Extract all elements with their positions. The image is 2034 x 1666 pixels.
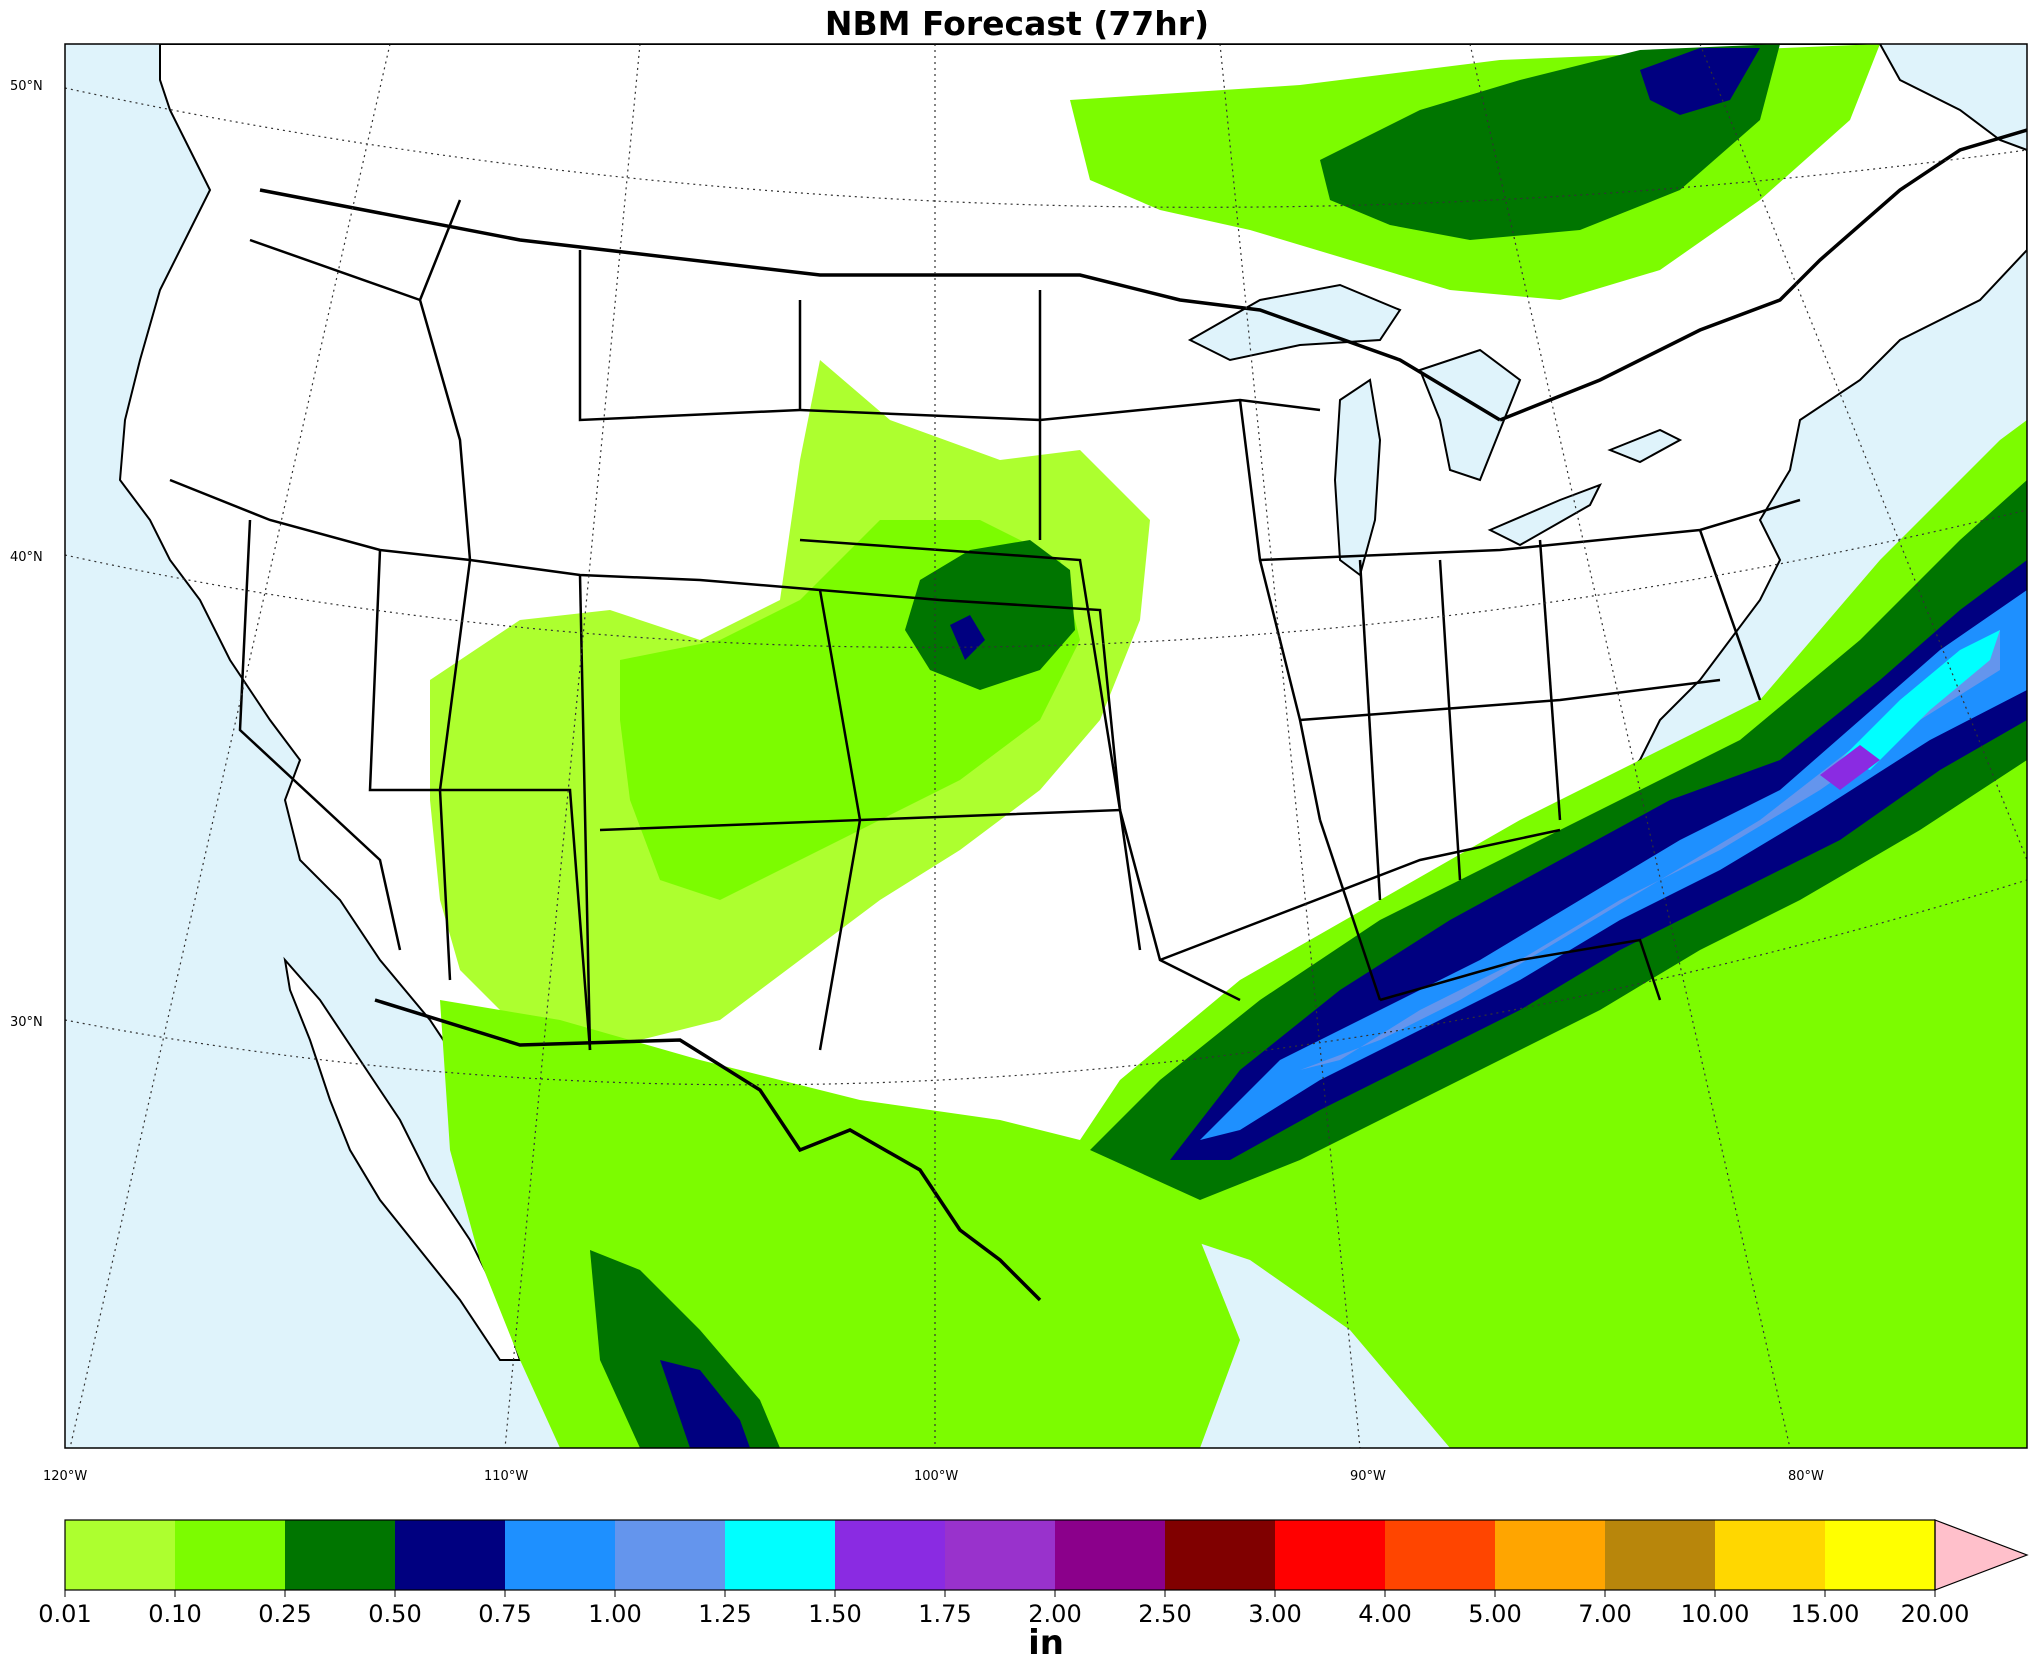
- lat-label-30: 30°N: [10, 1015, 43, 1030]
- colorbar-bin: [1275, 1520, 1386, 1590]
- colorbar-bin: [1495, 1520, 1606, 1590]
- colorbar-bin: [395, 1520, 506, 1590]
- lake-huron: [1418, 348, 1522, 482]
- colorbar-tick-label: 1.75: [918, 1600, 971, 1628]
- lon-label-110: 110°W: [484, 1469, 528, 1484]
- colorbar-tick-label: 15.00: [1791, 1600, 1860, 1628]
- colorbar-bin: [175, 1520, 286, 1590]
- precip-mexico-core: [660, 1360, 750, 1448]
- colorbar-tick-label: 2.50: [1138, 1600, 1191, 1628]
- colorbar: 0.01 0.10 0.25 0.50 0.75 1.00 1.25 1.50 1.75 2.00…: [38, 1519, 2029, 1628]
- colorbar-tick-label: 1.00: [588, 1600, 641, 1628]
- colorbar-bin: [1715, 1520, 1826, 1590]
- colorbar-tick-label: 10.00: [1681, 1600, 1750, 1628]
- colorbar-bin: [945, 1520, 1056, 1590]
- precip-canada-core: [1640, 48, 1760, 115]
- colorbar-unit-label: in: [1028, 1623, 1064, 1663]
- colorbar-frame: [64, 1519, 1936, 1591]
- colorbar-tick-label: 0.01: [38, 1600, 91, 1628]
- lake-erie: [1487, 483, 1603, 547]
- precip-cuba: [1580, 1330, 1880, 1400]
- colorbar-tick-label: 0.25: [258, 1600, 311, 1628]
- lon-label-120: 120°W: [43, 1469, 87, 1484]
- land-baja: [283, 956, 522, 1361]
- graticule: [65, 44, 2027, 1448]
- precip-southeast-075: [1200, 590, 2027, 1140]
- precip-mexico-heavy: [590, 1250, 780, 1448]
- lon-label-90: 90°W: [1350, 1469, 1386, 1484]
- precip-plains-core: [950, 615, 985, 660]
- colorbar-bin: [615, 1520, 726, 1590]
- colorbar-tick-label: 1.50: [808, 1600, 861, 1628]
- lat-label-50: 50°N: [10, 79, 43, 94]
- colorbar-bin: [1605, 1520, 1716, 1590]
- colorbar-tick-label: 5.00: [1468, 1600, 1521, 1628]
- colorbar-bin: [725, 1520, 836, 1590]
- colorbar-tick-label: 0.50: [368, 1600, 421, 1628]
- colorbar-bin: [285, 1520, 396, 1590]
- lon-label-100: 100°W: [914, 1469, 958, 1484]
- colorbar-bin: [835, 1520, 946, 1590]
- colorbar-tick-label: 3.00: [1248, 1600, 1301, 1628]
- colorbar-bin: [1055, 1520, 1166, 1590]
- precip-southeast-150: [1820, 745, 1880, 790]
- colorbar-bin: [1385, 1520, 1496, 1590]
- colorbar-tick-label: 7.00: [1578, 1600, 1631, 1628]
- lat-label-40: 40°N: [10, 550, 43, 565]
- lon-label-80: 80°W: [1788, 1469, 1824, 1484]
- precip-fields: [430, 44, 2027, 1448]
- colorbar-extend-arrow: [1934, 1519, 2029, 1591]
- colorbar-bin: [1825, 1520, 1936, 1590]
- colorbar-tick-label: 4.00: [1358, 1600, 1411, 1628]
- state-boundaries: [169, 199, 1801, 1051]
- colorbar-bin: [505, 1520, 616, 1590]
- country-borders: [259, 128, 2027, 1302]
- map-frame: [64, 43, 2028, 1449]
- precip-southeast-125: [1840, 630, 2000, 770]
- precip-plains-heavy: [905, 540, 1075, 690]
- colorbar-bin: [1165, 1520, 1276, 1590]
- colorbar-tick-label: 20.00: [1901, 1600, 1970, 1628]
- colorbar-bin: [65, 1520, 176, 1590]
- lake-michigan: [1333, 378, 1382, 577]
- colorbar-tick-label: 1.25: [698, 1600, 751, 1628]
- colorbar-tick-label: 0.75: [478, 1600, 531, 1628]
- lake-ontario: [1607, 428, 1683, 464]
- colorbar-tick-label: 0.10: [148, 1600, 201, 1628]
- map-title: NBM Forecast (77hr): [824, 4, 1210, 43]
- colorbar-tick-label: 2.00: [1028, 1600, 1081, 1628]
- map-area: [65, 44, 2027, 1448]
